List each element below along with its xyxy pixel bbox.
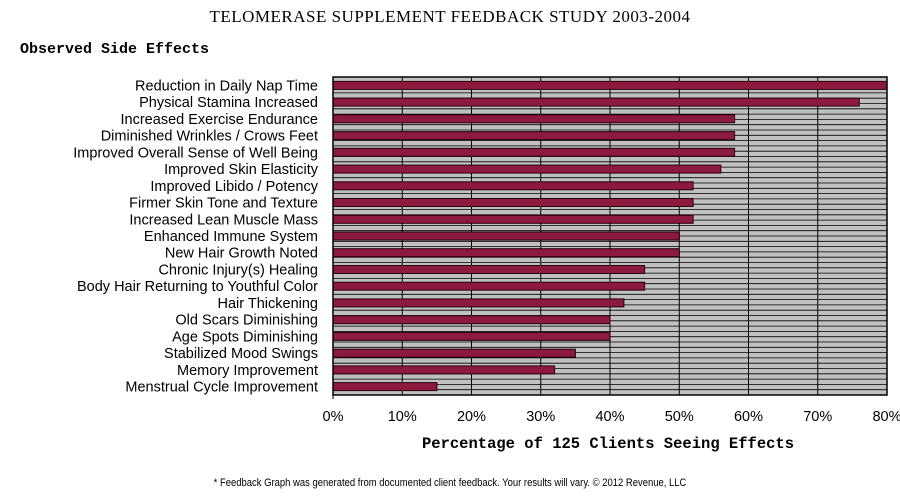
- category-label: Diminished Wrinkles / Crows Feet: [101, 129, 318, 145]
- bar: [332, 214, 694, 224]
- bar: [332, 248, 680, 258]
- bar: [332, 265, 646, 274]
- category-label: Body Hair Returning to Youthful Color: [77, 279, 318, 295]
- bar: [332, 181, 694, 191]
- bar: [332, 164, 722, 174]
- category-label: Chronic Injury(s) Healing: [158, 263, 318, 279]
- chart-subtitle: Observed Side Effects: [20, 41, 210, 58]
- category-label: Improved Skin Elasticity: [164, 162, 319, 178]
- bar: [332, 131, 736, 141]
- category-label: Improved Libido / Potency: [150, 179, 318, 195]
- category-label: Physical Stamina Increased: [139, 95, 318, 111]
- bars: [332, 80, 888, 392]
- x-tick-label: 50%: [665, 409, 694, 425]
- bar: [332, 348, 576, 358]
- category-label: New Hair Growth Noted: [165, 246, 318, 262]
- bar: [332, 231, 680, 241]
- bar: [332, 114, 736, 124]
- bar: [332, 80, 888, 90]
- x-tick-labels: 0% 10% 20% 30% 40% 50% 60% 70% 80%: [323, 409, 900, 425]
- x-tick-label: 30%: [526, 409, 555, 425]
- category-label: Reduction in Daily Nap Time: [135, 78, 318, 94]
- x-tick-label: 60%: [734, 409, 763, 425]
- bar: [332, 147, 736, 157]
- bar: [332, 281, 646, 291]
- bar: [332, 382, 438, 392]
- x-tick-label: 20%: [457, 409, 486, 425]
- category-label: Increased Exercise Endurance: [121, 112, 318, 128]
- footnote: * Feedback Graph was generated from docu…: [213, 477, 687, 489]
- bar: [332, 315, 611, 325]
- x-tick-label: 70%: [803, 409, 832, 425]
- bar: [332, 365, 556, 375]
- bar: [332, 198, 694, 207]
- bar: [332, 298, 625, 308]
- category-label: Age Spots Diminishing: [172, 329, 318, 345]
- axes: [332, 76, 888, 399]
- x-tick-label: 10%: [388, 409, 417, 425]
- x-tick-label: 80%: [872, 409, 900, 425]
- plot-border: [332, 76, 888, 396]
- x-axis-label: Percentage of 125 Clients Seeing Effects: [421, 435, 795, 453]
- x-tick-label: 40%: [595, 409, 624, 425]
- category-label: Improved Overall Sense of Well Being: [73, 145, 318, 161]
- category-label: Old Scars Diminishing: [175, 313, 318, 329]
- category-label: Enhanced Immune System: [144, 229, 318, 245]
- bar: [332, 97, 860, 107]
- chart-title: TELOMERASE SUPPLEMENT FEEDBACK STUDY 200…: [209, 7, 691, 26]
- category-label: Increased Lean Muscle Mass: [129, 212, 318, 228]
- category-label: Memory Improvement: [177, 363, 318, 379]
- category-label: Firmer Skin Tone and Texture: [129, 196, 318, 212]
- x-tick-label: 0%: [323, 409, 344, 425]
- bar: [332, 331, 611, 341]
- category-label: Hair Thickening: [218, 296, 318, 312]
- category-label: Stabilized Mood Swings: [164, 346, 318, 362]
- category-label: Menstrual Cycle Improvement: [125, 380, 318, 396]
